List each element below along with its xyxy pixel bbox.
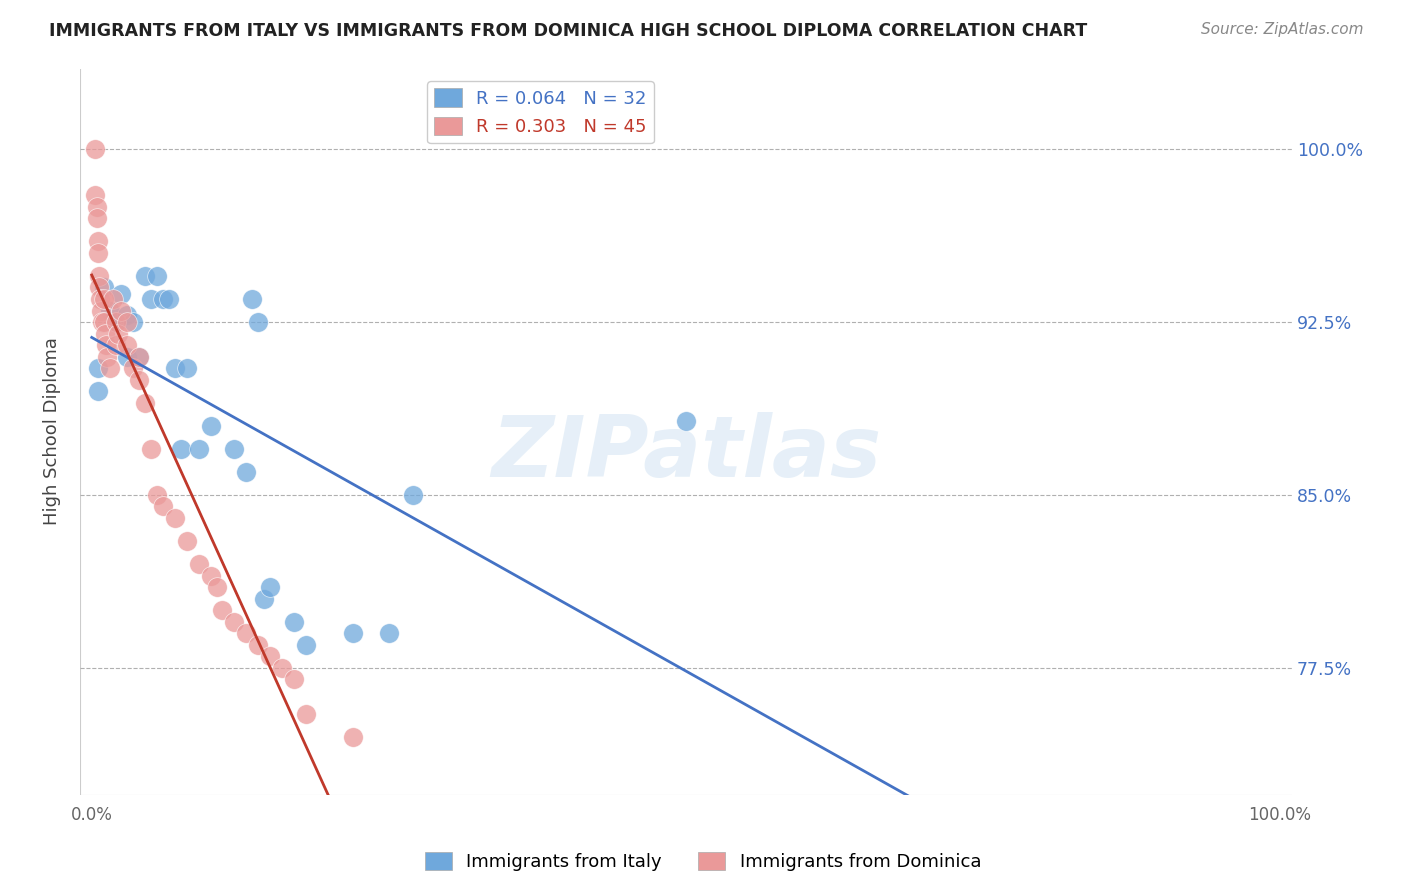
Point xyxy=(101,292,124,306)
Point xyxy=(270,661,292,675)
Point xyxy=(93,280,115,294)
Point xyxy=(163,361,186,376)
Point xyxy=(146,268,169,283)
Point xyxy=(342,626,364,640)
Point xyxy=(170,442,193,456)
Point xyxy=(84,142,107,156)
Point xyxy=(86,235,108,249)
Point xyxy=(94,326,117,341)
Point xyxy=(122,361,145,376)
Point xyxy=(93,315,115,329)
Point xyxy=(128,350,150,364)
Point xyxy=(283,615,305,629)
Text: ZIPatlas: ZIPatlas xyxy=(491,412,882,495)
Point xyxy=(141,442,163,456)
Point xyxy=(235,465,257,479)
Point xyxy=(110,303,132,318)
Point xyxy=(117,308,139,322)
Point xyxy=(294,638,316,652)
Point xyxy=(176,361,198,376)
Point xyxy=(283,673,305,687)
Point xyxy=(128,373,150,387)
Point xyxy=(104,338,127,352)
Y-axis label: High School Diploma: High School Diploma xyxy=(44,337,60,525)
Point xyxy=(157,292,180,306)
Point xyxy=(141,292,163,306)
Point xyxy=(128,350,150,364)
Point xyxy=(200,568,222,582)
Point xyxy=(176,534,198,549)
Point xyxy=(259,649,281,664)
Point xyxy=(211,603,233,617)
Point xyxy=(122,315,145,329)
Point xyxy=(294,706,316,721)
Point xyxy=(107,326,129,341)
Point xyxy=(224,615,246,629)
Point xyxy=(187,557,209,571)
Point xyxy=(200,418,222,433)
Point xyxy=(378,626,401,640)
Point xyxy=(117,315,139,329)
Point xyxy=(86,200,108,214)
Point xyxy=(134,395,156,409)
Point xyxy=(98,303,121,318)
Point xyxy=(84,188,107,202)
Point xyxy=(224,442,246,456)
Point xyxy=(94,338,117,352)
Point xyxy=(235,626,257,640)
Legend: R = 0.064   N = 32, R = 0.303   N = 45: R = 0.064 N = 32, R = 0.303 N = 45 xyxy=(427,81,654,144)
Point xyxy=(187,442,209,456)
Point xyxy=(89,292,111,306)
Point xyxy=(253,591,276,606)
Text: 0.0%: 0.0% xyxy=(70,806,112,824)
Legend: Immigrants from Italy, Immigrants from Dominica: Immigrants from Italy, Immigrants from D… xyxy=(418,845,988,879)
Point xyxy=(87,268,110,283)
Point xyxy=(86,211,108,226)
Point xyxy=(86,246,108,260)
Point xyxy=(117,338,139,352)
Point xyxy=(240,292,263,306)
Text: 100.0%: 100.0% xyxy=(1249,806,1312,824)
Point xyxy=(134,268,156,283)
Point xyxy=(205,580,228,594)
Point xyxy=(163,511,186,525)
Text: Source: ZipAtlas.com: Source: ZipAtlas.com xyxy=(1201,22,1364,37)
Point xyxy=(342,730,364,744)
Point xyxy=(117,350,139,364)
Point xyxy=(152,292,174,306)
Point xyxy=(247,315,270,329)
Point xyxy=(87,280,110,294)
Point xyxy=(675,414,697,428)
Point xyxy=(401,488,423,502)
Point xyxy=(110,287,132,301)
Point xyxy=(146,488,169,502)
Point xyxy=(86,361,108,376)
Point xyxy=(152,500,174,514)
Point xyxy=(259,580,281,594)
Point xyxy=(96,350,118,364)
Point xyxy=(247,638,270,652)
Point xyxy=(86,384,108,399)
Point xyxy=(104,315,127,329)
Point xyxy=(104,315,127,329)
Point xyxy=(90,303,112,318)
Point xyxy=(93,292,115,306)
Point xyxy=(91,315,114,329)
Text: IMMIGRANTS FROM ITALY VS IMMIGRANTS FROM DOMINICA HIGH SCHOOL DIPLOMA CORRELATIO: IMMIGRANTS FROM ITALY VS IMMIGRANTS FROM… xyxy=(49,22,1087,40)
Point xyxy=(98,361,121,376)
